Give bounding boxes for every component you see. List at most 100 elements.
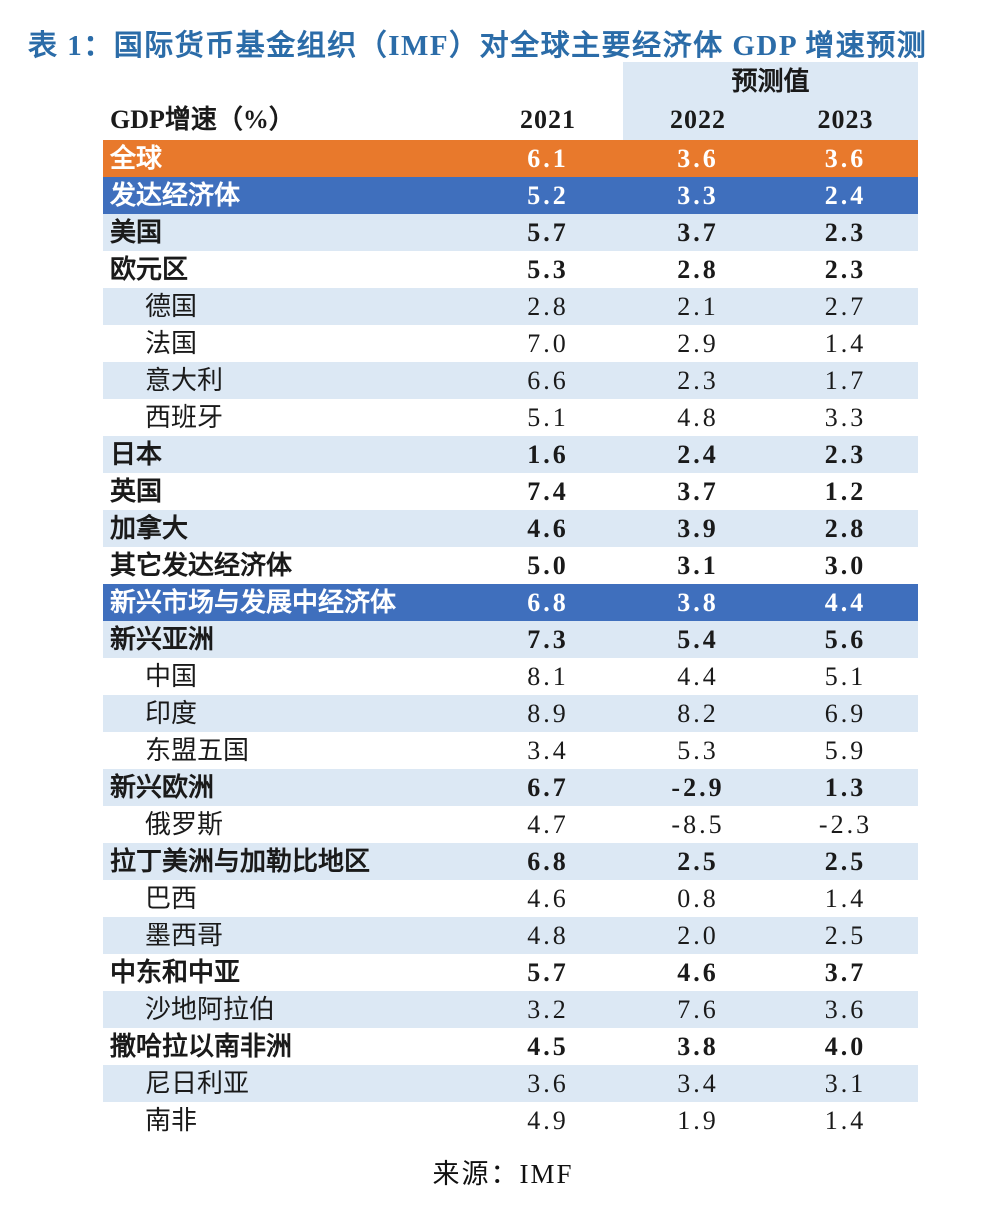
row-value: 5.7 (527, 958, 569, 987)
table-row: 东盟五国 3.4 5.3 5.9 (103, 732, 918, 769)
row-value: 6.9 (824, 699, 867, 728)
row-value: 2.5 (824, 921, 867, 950)
row-value: 2.4 (824, 181, 867, 210)
table-row: 墨西哥 4.8 2.0 2.5 (103, 917, 918, 954)
row-value: 3.8 (677, 588, 719, 617)
table-row: 尼日利亚 3.6 3.4 3.1 (103, 1065, 918, 1102)
table-row: 新兴市场与发展中经济体 6.8 3.8 4.4 (103, 584, 918, 621)
row-value: 3.0 (824, 551, 867, 580)
row-value: 3.4 (527, 736, 569, 765)
row-value: 1.2 (824, 477, 867, 506)
row-value: 6.8 (527, 588, 569, 617)
row-value: 7.3 (527, 625, 569, 654)
row-label: 德国 (145, 292, 198, 321)
row-label: 意大利 (145, 366, 224, 395)
table-row: 巴西 4.6 0.8 1.4 (103, 880, 918, 917)
row-label: 俄罗斯 (145, 810, 224, 839)
forecast-label: 预测值 (623, 62, 918, 100)
row-value: 4.6 (527, 514, 569, 543)
row-label: 英国 (110, 477, 163, 506)
row-label: 中东和中亚 (110, 958, 241, 987)
row-value: 1.4 (824, 884, 867, 913)
table-row: 俄罗斯 4.7 -8.5 -2.3 (103, 806, 918, 843)
row-value: 8.9 (527, 699, 569, 728)
row-value: 2.9 (677, 329, 719, 358)
row-value: 5.6 (824, 625, 867, 654)
row-value: 6.1 (527, 144, 569, 173)
row-value: 3.6 (677, 144, 719, 173)
row-value: 2.5 (677, 847, 719, 876)
header-spacer (103, 62, 623, 100)
table-row: 美国 5.7 3.7 2.3 (103, 214, 918, 251)
row-value: 2.3 (824, 218, 867, 247)
source-note: 来源：IMF (432, 1159, 574, 1189)
gdp-growth-table: 预测值 GDP增速（%） 2021 2022 2023 全球 6.1 3.6 3.6 发… (103, 62, 918, 1139)
row-value: 3.7 (677, 218, 719, 247)
row-label: 新兴亚洲 (110, 625, 215, 654)
table-row: 其它发达经济体 5.0 3.1 3.0 (103, 547, 918, 584)
row-value: 0.8 (677, 884, 719, 913)
row-value: 3.7 (824, 958, 867, 987)
row-value: 3.9 (677, 514, 719, 543)
row-value: 4.8 (677, 403, 719, 432)
row-value: 6.6 (527, 366, 569, 395)
row-label: 西班牙 (145, 403, 224, 432)
row-value: 5.4 (677, 625, 719, 654)
row-value: 1.7 (824, 366, 867, 395)
row-value: -2.9 (671, 773, 725, 802)
table-row: 发达经济体 5.2 3.3 2.4 (103, 177, 918, 214)
row-value: 2.5 (824, 847, 867, 876)
row-value: 4.6 (527, 884, 569, 913)
row-value: 4.5 (527, 1032, 569, 1061)
row-value: 3.3 (677, 181, 719, 210)
row-label: 新兴市场与发展中经济体 (110, 588, 397, 617)
row-label: 其它发达经济体 (110, 551, 293, 580)
row-value: 3.6 (824, 995, 867, 1024)
table-row: 撒哈拉以南非洲 4.5 3.8 4.0 (103, 1028, 918, 1065)
table-row: 全球 6.1 3.6 3.6 (103, 140, 918, 177)
row-label: 日本 (110, 440, 163, 469)
table-row: 日本 1.6 2.4 2.3 (103, 436, 918, 473)
row-value: 3.6 (527, 1069, 569, 1098)
forecast-header-row: 预测值 (103, 62, 918, 100)
row-label: 中国 (145, 662, 198, 691)
table-row: 意大利 6.6 2.3 1.7 (103, 362, 918, 399)
table-row: 沙地阿拉伯 3.2 7.6 3.6 (103, 991, 918, 1028)
row-value: 6.8 (527, 847, 569, 876)
row-value: 5.3 (677, 736, 719, 765)
row-value: 7.4 (527, 477, 569, 506)
row-value: 2.7 (824, 292, 867, 321)
row-label: 沙地阿拉伯 (145, 995, 276, 1024)
table-row: 西班牙 5.1 4.8 3.3 (103, 399, 918, 436)
row-value: 2.8 (527, 292, 569, 321)
row-label: 尼日利亚 (145, 1069, 250, 1098)
table-row: 法国 7.0 2.9 1.4 (103, 325, 918, 362)
row-value: 4.8 (527, 921, 569, 950)
row-value: 3.6 (824, 144, 867, 173)
row-value: 3.8 (677, 1032, 719, 1061)
row-value: 2.4 (677, 440, 719, 469)
table-row: 德国 2.8 2.1 2.7 (103, 288, 918, 325)
row-label: 法国 (145, 329, 198, 358)
table-row: 英国 7.4 3.7 1.2 (103, 473, 918, 510)
row-label: 新兴欧洲 (110, 773, 215, 802)
row-value: 1.4 (824, 1106, 867, 1135)
row-value: 1.4 (824, 329, 867, 358)
row-value: -8.5 (671, 810, 725, 839)
row-value: 7.6 (677, 995, 719, 1024)
table-row: 拉丁美洲与加勒比地区 6.8 2.5 2.5 (103, 843, 918, 880)
table-row: 新兴欧洲 6.7 -2.9 1.3 (103, 769, 918, 806)
row-value: 5.0 (527, 551, 569, 580)
row-label: 欧元区 (110, 255, 189, 284)
column-header-row: GDP增速（%） 2021 2022 2023 (103, 100, 918, 140)
row-value: 4.9 (527, 1106, 569, 1135)
row-value: 3.1 (824, 1069, 867, 1098)
row-value: 5.2 (527, 181, 569, 210)
table-body: 全球 6.1 3.6 3.6 发达经济体 5.2 3.3 2.4 美国 5.7 3.7 2.3 欧元区 5… (103, 140, 918, 1139)
row-value: 2.3 (824, 440, 867, 469)
row-value: 3.1 (677, 551, 719, 580)
row-value: 2.3 (677, 366, 719, 395)
row-value: -2.3 (818, 810, 873, 839)
row-value: 4.0 (824, 1032, 867, 1061)
